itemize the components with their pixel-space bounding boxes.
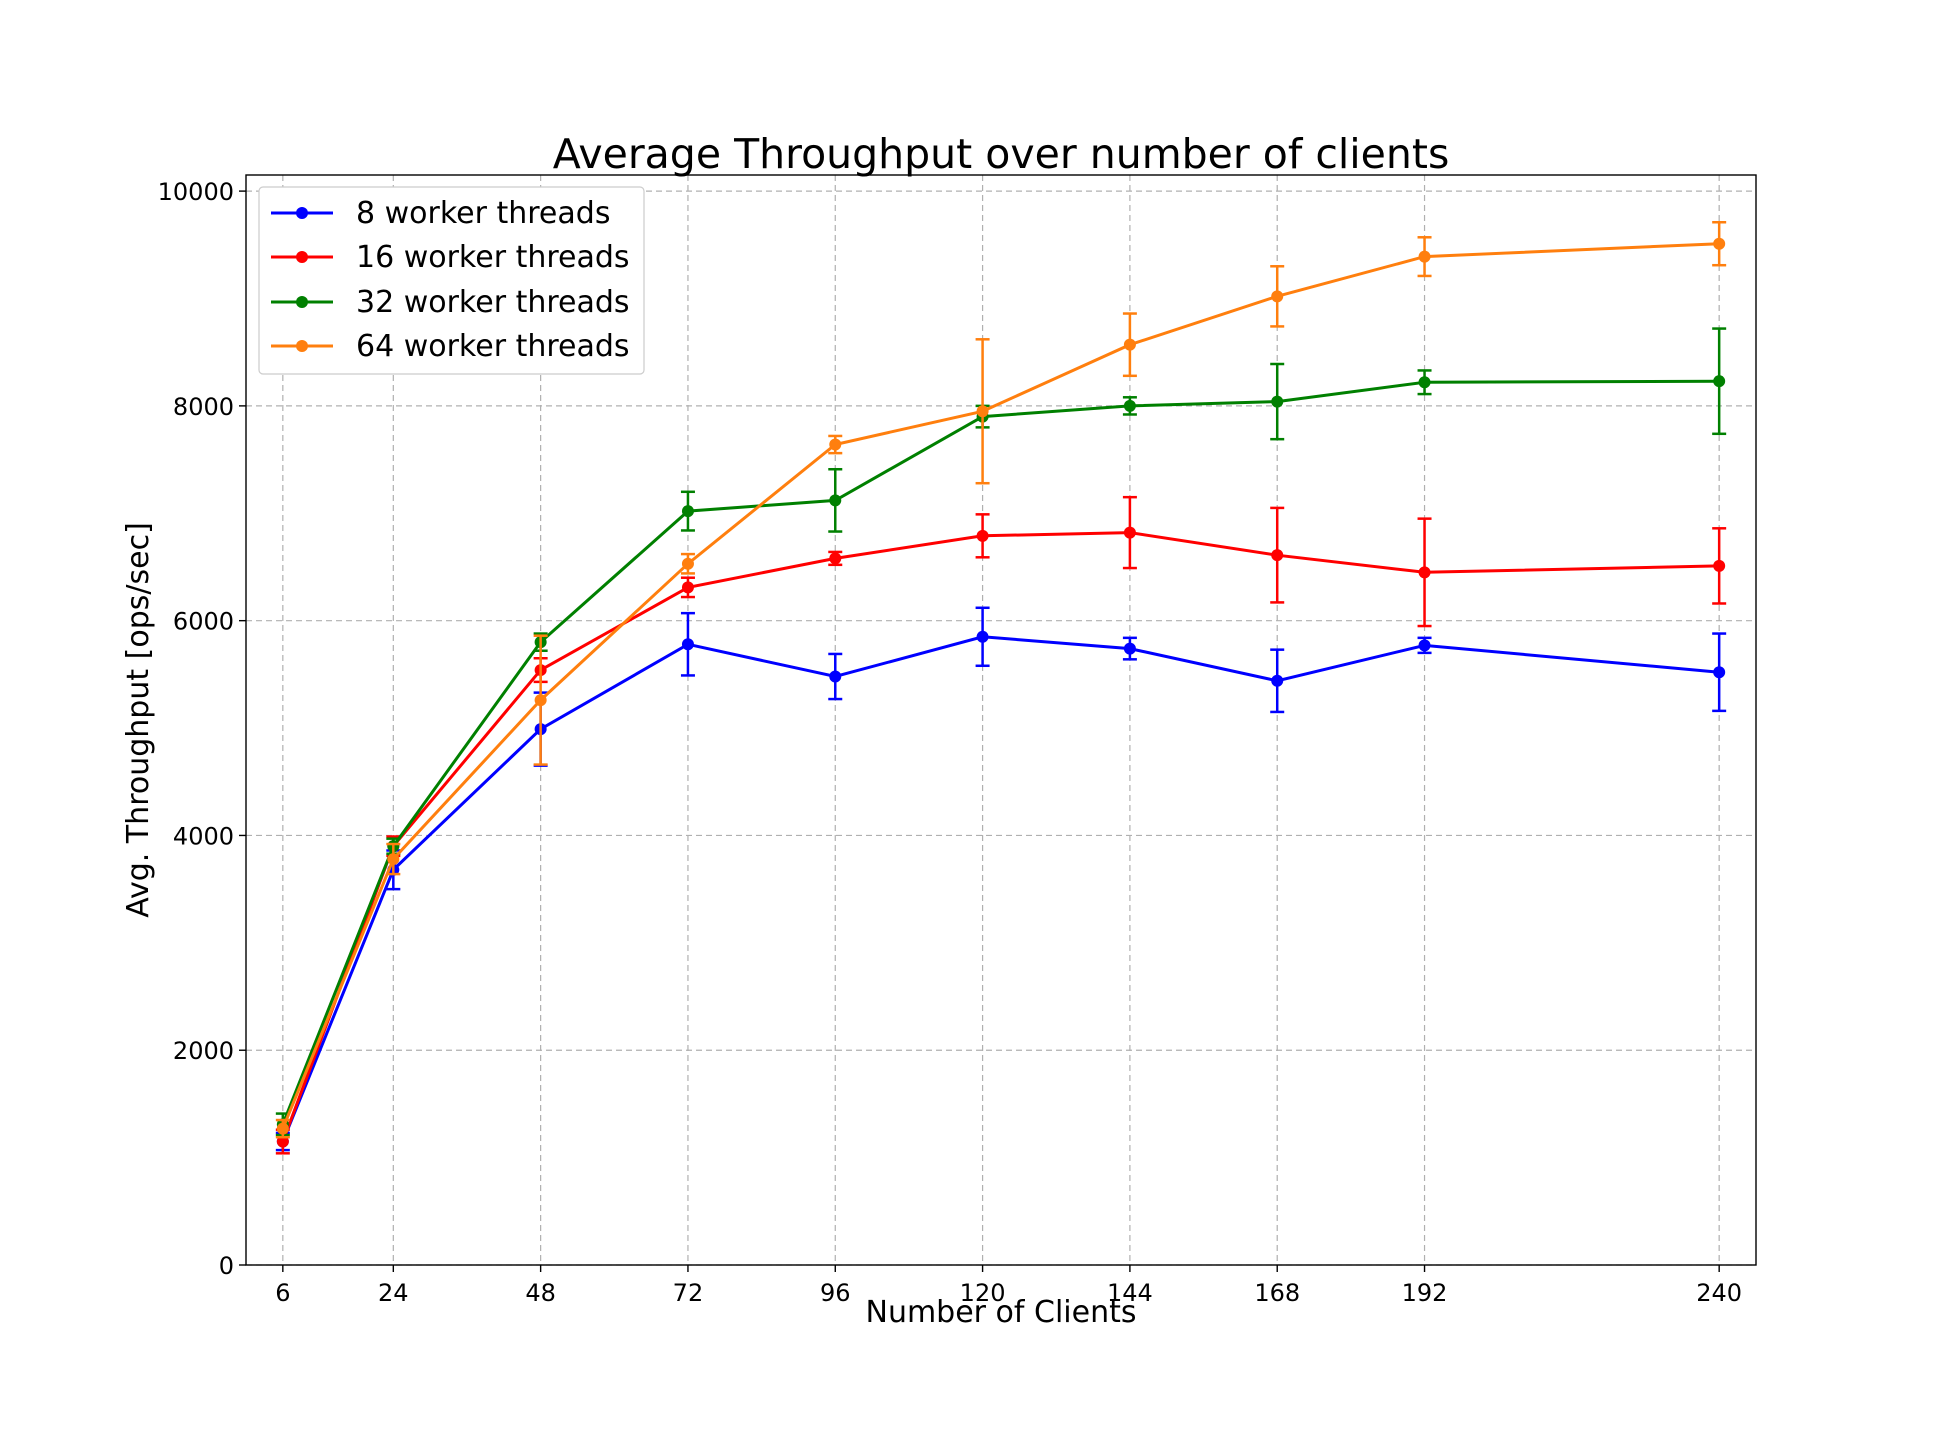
legend-entry-32-worker-threads: 32 worker threads — [271, 285, 630, 320]
data-point — [681, 505, 694, 518]
legend-marker — [296, 251, 308, 263]
data-point — [1123, 399, 1136, 412]
series-line — [281, 379, 1720, 1125]
x-tick-label: 24 — [378, 1279, 409, 1307]
data-point — [681, 557, 694, 570]
x-axis-label: Number of Clients — [866, 1295, 1137, 1330]
legend-entry-16-worker-threads: 16 worker threads — [271, 240, 630, 275]
x-tick-label: 6 — [275, 1279, 290, 1307]
y-axis-label: Avg. Throughput [ops/sec] — [121, 522, 156, 918]
y-tick-label: 6000 — [173, 608, 234, 636]
y-tick-label: 0 — [219, 1252, 234, 1280]
x-tick-label: 120 — [960, 1279, 1006, 1307]
legend-marker — [296, 296, 308, 308]
series-3 — [275, 327, 1727, 1137]
chart-title: Average Throughput over number of client… — [553, 130, 1450, 178]
legend-label: 8 worker threads — [356, 196, 610, 231]
data-point — [976, 529, 989, 542]
plot-frame — [245, 174, 1757, 1266]
data-point — [1713, 666, 1726, 679]
data-point — [1123, 642, 1136, 655]
series-layer — [275, 221, 1727, 1155]
legend-marker — [296, 207, 308, 219]
series-4 — [275, 221, 1727, 1139]
data-point — [1713, 559, 1726, 572]
data-point — [976, 405, 989, 418]
data-point — [1713, 375, 1726, 388]
x-tick-label: 144 — [1107, 1279, 1153, 1307]
y-tick-label: 8000 — [173, 393, 234, 421]
legend-label: 64 worker threads — [356, 329, 630, 364]
x-tick-label: 48 — [525, 1279, 556, 1307]
data-point — [1418, 639, 1431, 652]
data-point — [1271, 290, 1284, 303]
y-tick-label: 10000 — [158, 178, 234, 206]
x-axis-ticks: 6 24 48 72 96 120 144 168 192 240 — [275, 1265, 1742, 1307]
data-point — [829, 438, 842, 451]
data-point — [1418, 566, 1431, 579]
data-point — [829, 670, 842, 683]
series-2 — [275, 495, 1727, 1155]
series-line — [281, 635, 1720, 1143]
y-tick-label: 2000 — [173, 1037, 234, 1065]
legend-label: 16 worker threads — [356, 240, 630, 275]
x-tick-label: 192 — [1402, 1279, 1448, 1307]
y-tick-label: 4000 — [173, 822, 234, 850]
legend-label: 32 worker threads — [356, 285, 630, 320]
data-point — [276, 1122, 289, 1135]
legend-marker — [296, 340, 308, 352]
series-line — [281, 531, 1720, 1143]
legend: 8 worker threads 16 worker threads 32 wo… — [258, 186, 645, 375]
series-1 — [275, 606, 1727, 1152]
data-point — [387, 853, 400, 866]
data-point — [681, 581, 694, 594]
series-line — [281, 242, 1720, 1130]
x-tick-label: 168 — [1254, 1279, 1300, 1307]
x-tick-label: 72 — [673, 1279, 704, 1307]
data-point — [1271, 395, 1284, 408]
data-point — [1271, 549, 1284, 562]
data-point — [976, 630, 989, 643]
data-point — [1418, 250, 1431, 263]
data-point — [829, 494, 842, 507]
data-point — [681, 638, 694, 651]
legend-box — [258, 186, 645, 375]
data-point — [1271, 674, 1284, 687]
data-point — [534, 694, 547, 707]
data-point — [1418, 376, 1431, 389]
y-axis-ticks: 0 2000 4000 6000 8000 10000 — [158, 178, 246, 1280]
x-tick-label: 240 — [1696, 1279, 1742, 1307]
x-tick-label: 96 — [820, 1279, 851, 1307]
legend-entry-64-worker-threads: 64 worker threads — [271, 329, 630, 364]
data-point — [1713, 237, 1726, 250]
data-point — [1123, 338, 1136, 351]
data-point — [829, 552, 842, 565]
data-point — [1123, 526, 1136, 539]
data-point — [276, 1135, 289, 1148]
legend-entry-8-worker-threads: 8 worker threads — [271, 196, 610, 231]
